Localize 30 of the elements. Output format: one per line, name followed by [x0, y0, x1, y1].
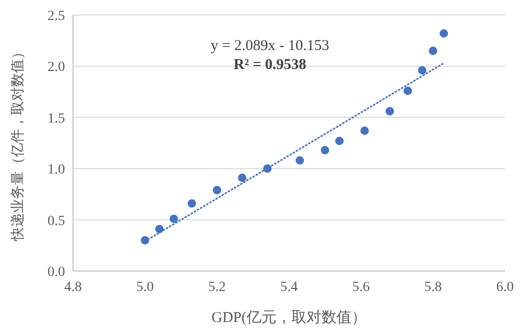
y-tick-label: 1.5	[48, 111, 65, 126]
x-tick-label: 5.4	[280, 280, 298, 295]
x-axis-title: GDP(亿元，取对数值）	[211, 309, 367, 326]
x-tick-label: 5.6	[352, 280, 370, 295]
y-axis-title: 快递业务量（亿件，取对数值）	[10, 45, 26, 242]
point	[404, 86, 412, 95]
point	[296, 156, 304, 165]
annotation: y = 2.089x - 10.153	[210, 38, 330, 54]
point	[335, 136, 344, 146]
x-tick-label: 5.2	[208, 280, 226, 295]
point	[360, 126, 369, 135]
y-tick-label: 1.0	[48, 162, 65, 178]
x-tick-label: 5.8	[424, 280, 442, 295]
y-tick-label: 0.5	[48, 214, 65, 229]
point	[212, 186, 222, 194]
point	[238, 174, 246, 182]
point	[170, 214, 178, 223]
x-tick-label: 4.8	[64, 280, 82, 295]
point	[418, 66, 426, 74]
point	[386, 107, 394, 116]
point	[440, 29, 448, 38]
point	[428, 46, 438, 56]
y-tick-label: 0.0	[48, 265, 65, 280]
x-tick-label: 5.0	[136, 280, 154, 295]
annotation: R² = 0.9538	[234, 57, 306, 73]
y-tick-label: 2.0	[48, 60, 65, 76]
y-tick-label: 2.5	[48, 9, 65, 24]
x-tick-label: 6.0	[496, 280, 514, 295]
point	[188, 199, 196, 208]
point	[320, 146, 330, 154]
